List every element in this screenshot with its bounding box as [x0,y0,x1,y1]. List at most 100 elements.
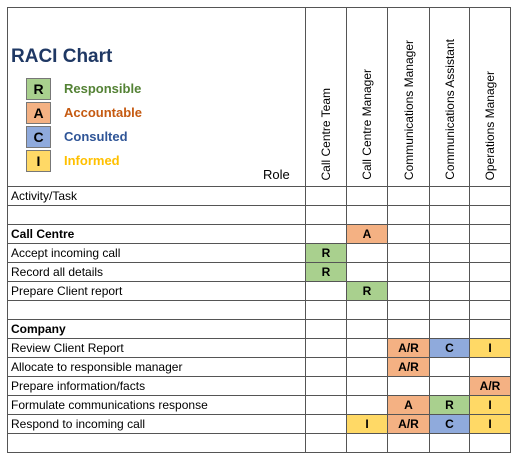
raci-cell [430,434,470,453]
raci-cell: I [470,339,511,358]
activity-cell: Accept incoming call [7,244,306,263]
raci-cell [430,320,470,339]
title: RACI Chart [11,46,113,67]
role-name: Call Centre Team [319,87,333,180]
raci-cell: R [430,396,470,415]
raci-cell [388,320,430,339]
raci-cell: C [430,339,470,358]
raci-cell: A/R [470,377,511,396]
activity-cell [7,206,306,225]
activity-cell: Review Client Report [7,339,306,358]
raci-cell [347,206,388,225]
role-header: Operations Manager [470,7,511,187]
header-cell: RACI Chart R Responsible A Accountable C Consu… [7,7,306,187]
activity-cell [7,301,306,320]
raci-cell [347,377,388,396]
raci-cell [347,339,388,358]
raci-cell [430,263,470,282]
raci-cell [306,301,347,320]
role-name: Communications Assistant [442,39,457,180]
legend-label: Informed [64,153,120,168]
raci-cell [306,358,347,377]
activity-cell: Prepare Client report [7,282,306,301]
raci-cell [388,244,430,263]
raci-cell [347,434,388,453]
raci-cell: A [347,225,388,244]
raci-cell [430,301,470,320]
raci-cell [470,301,511,320]
activity-cell: Record all details [7,263,306,282]
raci-cell [470,434,511,453]
raci-cell [306,396,347,415]
role-header: Call Centre Team [306,7,347,187]
raci-cell [347,358,388,377]
raci-cell [347,320,388,339]
activity-cell: Call Centre [7,225,306,244]
raci-cell [306,415,347,434]
raci-cell [306,282,347,301]
raci-cell: I [470,415,511,434]
raci-cell: A/R [388,415,430,434]
raci-cell [388,282,430,301]
legend-swatch: C [26,126,51,148]
raci-cell [388,187,430,206]
raci-cell: A/R [388,358,430,377]
activity-cell: Prepare information/facts [7,377,306,396]
raci-cell [430,377,470,396]
raci-cell: I [470,396,511,415]
legend-label: Consulted [64,129,128,144]
table-frame [7,7,511,453]
raci-cell [470,320,511,339]
raci-cell [470,282,511,301]
activity-cell: Formulate communications response [7,396,306,415]
role-header: Communications Manager [388,7,430,187]
role-name: Operations Manager [483,70,497,180]
legend-label: Accountable [64,105,143,120]
raci-cell [470,358,511,377]
raci-cell [347,396,388,415]
raci-cell [470,263,511,282]
legend-swatch: I [26,150,51,172]
raci-cell [306,206,347,225]
raci-cell [430,244,470,263]
raci-cell [470,187,511,206]
raci-cell [388,206,430,225]
raci-cell [388,263,430,282]
raci-cell [430,358,470,377]
raci-cell [388,434,430,453]
raci-cell [430,225,470,244]
raci-cell [347,187,388,206]
raci-cell: R [306,244,347,263]
raci-cell [306,187,347,206]
raci-cell [470,244,511,263]
raci-cell [306,225,347,244]
raci-cell [347,301,388,320]
activity-cell: Company [7,320,306,339]
raci-cell [388,301,430,320]
raci-cell [347,244,388,263]
raci-cell [347,263,388,282]
raci-cell [470,225,511,244]
raci-cell: R [306,263,347,282]
role-header: Call Centre Manager [347,7,388,187]
raci-cell: A [388,396,430,415]
activity-cell: Allocate to responsible manager [7,358,306,377]
role-name: Call Centre Manager [360,69,374,180]
raci-cell [388,225,430,244]
raci-cell [430,282,470,301]
raci-cell: R [347,282,388,301]
raci-cell: A/R [388,339,430,358]
raci-cell [430,206,470,225]
activity-cell: Activity/Task [7,187,306,206]
raci-cell [306,377,347,396]
activity-cell: Respond to incoming call [7,415,306,434]
legend-label: Responsible [64,81,142,96]
activity-cell [7,434,306,453]
raci-cell: I [347,415,388,434]
raci-cell [306,339,347,358]
raci-cell [306,320,347,339]
raci-cell [306,434,347,453]
role-label: Role [263,167,290,182]
raci-cell: C [430,415,470,434]
